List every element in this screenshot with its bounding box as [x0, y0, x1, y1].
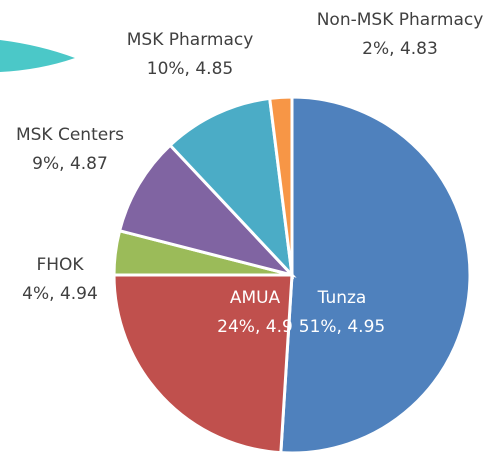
slice-label: MSK Pharmacy — [127, 30, 254, 50]
slice-value-label: 4%, 4.94 — [22, 284, 98, 304]
slice-value-label: 24%, 4.9 — [217, 317, 293, 337]
slice-label: FHOK — [36, 255, 84, 275]
slice-label: Tunza — [317, 288, 367, 308]
slice-value-label: 2%, 4.83 — [362, 39, 438, 59]
slice-value-label: 9%, 4.87 — [32, 154, 108, 174]
slice-label: Non-MSK Pharmacy — [317, 10, 484, 30]
slice-value-label: 51%, 4.95 — [299, 317, 385, 337]
pie-slice — [268, 95, 294, 276]
pie-slice — [117, 143, 297, 278]
slice-value-label: 10%, 4.85 — [147, 59, 233, 79]
slice-label: AMUA — [230, 288, 281, 308]
pie-slice — [168, 96, 295, 280]
pie-slice — [112, 273, 294, 452]
decoration — [0, 40, 75, 72]
slice-label: MSK Centers — [16, 125, 124, 145]
pie-slice — [279, 95, 472, 452]
